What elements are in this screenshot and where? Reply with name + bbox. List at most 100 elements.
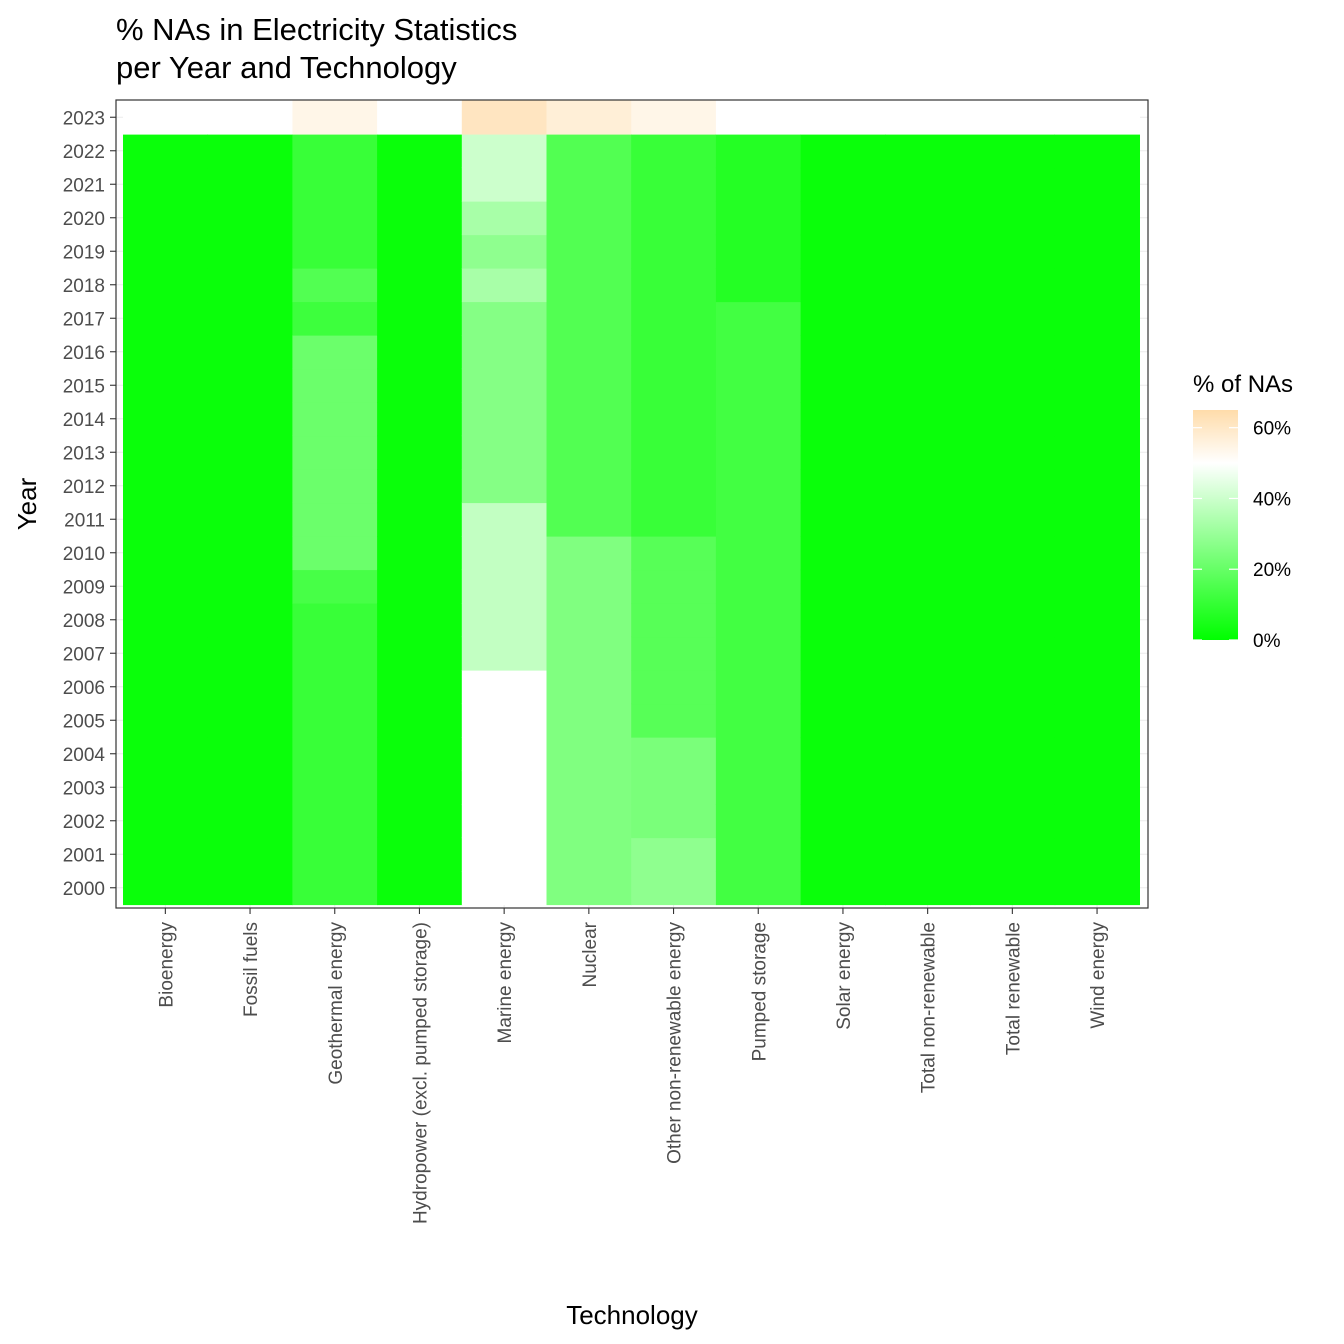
heatmap-cell bbox=[207, 100, 293, 135]
heatmap-cell bbox=[970, 536, 1056, 571]
heatmap-cell bbox=[292, 737, 378, 772]
heatmap-cell bbox=[631, 234, 717, 269]
heatmap-cell bbox=[123, 703, 209, 738]
heatmap-cell bbox=[715, 100, 802, 135]
heatmap-cell bbox=[377, 636, 463, 671]
heatmap-cell bbox=[292, 167, 378, 202]
heatmap-cell bbox=[461, 603, 548, 638]
heatmap-cell bbox=[207, 134, 293, 169]
heatmap-cell bbox=[123, 837, 209, 872]
heatmap-cell bbox=[207, 770, 293, 805]
heatmap-cell bbox=[715, 837, 802, 872]
heatmap-cell bbox=[207, 301, 293, 336]
heatmap-cell bbox=[970, 234, 1056, 269]
heatmap-cell bbox=[377, 234, 463, 269]
heatmap-cell bbox=[123, 871, 209, 906]
y-tick-label: 2020 bbox=[63, 209, 105, 230]
heatmap-cell bbox=[1054, 368, 1140, 403]
legend-tick-label: 20% bbox=[1253, 560, 1291, 581]
legend-colorbar bbox=[1193, 410, 1238, 640]
heatmap-cell bbox=[885, 670, 971, 705]
heatmap-cell bbox=[207, 670, 293, 705]
heatmap-cell bbox=[292, 536, 378, 571]
heatmap-cell bbox=[631, 368, 717, 403]
heatmap-cell bbox=[207, 469, 293, 504]
heatmap-cell bbox=[1054, 402, 1140, 437]
heatmap-cell bbox=[800, 804, 886, 839]
heatmap-cell bbox=[1054, 871, 1140, 906]
heatmap-cell bbox=[123, 301, 209, 336]
heatmap-cell bbox=[885, 234, 971, 269]
heatmap-cell bbox=[123, 536, 209, 571]
heatmap-cell bbox=[885, 435, 971, 470]
heatmap-cell bbox=[207, 368, 293, 403]
heatmap-cell bbox=[207, 435, 293, 470]
heatmap-cell bbox=[970, 469, 1056, 504]
heatmap-cell bbox=[970, 201, 1056, 236]
heatmap-cell bbox=[970, 268, 1056, 303]
heatmap-cell bbox=[800, 368, 886, 403]
heatmap-cell bbox=[631, 201, 717, 236]
heatmap-cell bbox=[292, 134, 378, 169]
heatmap-cell bbox=[461, 536, 548, 571]
heatmap-cell bbox=[377, 569, 463, 604]
heatmap-cell bbox=[800, 167, 886, 202]
heatmap-cell bbox=[377, 435, 463, 470]
heatmap-cell bbox=[631, 871, 717, 906]
heatmap-cell bbox=[715, 335, 802, 370]
heatmap-cell bbox=[123, 368, 209, 403]
heatmap-cell bbox=[1054, 670, 1140, 705]
heatmap-cell bbox=[292, 268, 378, 303]
heatmap-cell bbox=[631, 737, 717, 772]
heatmap-cell bbox=[800, 301, 886, 336]
heatmap-cell bbox=[885, 100, 971, 135]
heatmap-cell bbox=[377, 871, 463, 906]
heatmap-cell bbox=[715, 435, 802, 470]
y-tick-label: 2023 bbox=[63, 108, 105, 129]
heatmap-cell bbox=[715, 703, 802, 738]
heatmap-cell bbox=[461, 134, 548, 169]
heatmap-cell bbox=[546, 603, 632, 638]
heatmap-cell bbox=[207, 201, 293, 236]
x-tick-label: Marine energy bbox=[495, 922, 516, 1044]
heatmap-cell bbox=[377, 770, 463, 805]
heatmap-cell bbox=[292, 402, 378, 437]
heatmap-cell bbox=[461, 837, 548, 872]
heatmap-cell bbox=[800, 871, 886, 906]
heatmap-cell bbox=[377, 335, 463, 370]
heatmap-cell bbox=[546, 804, 632, 839]
heatmap-cell bbox=[970, 100, 1056, 135]
heatmap-cell bbox=[207, 837, 293, 872]
chart-title: % NAs in Electricity Statistics bbox=[116, 12, 517, 47]
heatmap-cell bbox=[1054, 100, 1140, 135]
heatmap-cell bbox=[1054, 770, 1140, 805]
heatmap-cell bbox=[546, 670, 632, 705]
heatmap-cell bbox=[885, 536, 971, 571]
heatmap-cell bbox=[546, 435, 632, 470]
heatmap-cell bbox=[631, 502, 717, 537]
heatmap-cell bbox=[123, 603, 209, 638]
heatmap-cell bbox=[207, 804, 293, 839]
heatmap-cell bbox=[377, 301, 463, 336]
heatmap-cell bbox=[377, 670, 463, 705]
heatmap-cell bbox=[461, 368, 548, 403]
heatmap-cell bbox=[207, 737, 293, 772]
y-tick-label: 2012 bbox=[63, 477, 105, 498]
y-tick-label: 2002 bbox=[63, 812, 105, 833]
y-tick-label: 2000 bbox=[63, 879, 105, 900]
heatmap-cell bbox=[377, 134, 463, 169]
heatmap-cell bbox=[885, 502, 971, 537]
heatmap-cell bbox=[631, 134, 717, 169]
heatmap-cell bbox=[461, 335, 548, 370]
heatmap-cell bbox=[377, 268, 463, 303]
heatmap-cell bbox=[461, 703, 548, 738]
x-tick-label: Geothermal energy bbox=[326, 922, 347, 1085]
heatmap-cell bbox=[800, 201, 886, 236]
heatmap-cell bbox=[123, 770, 209, 805]
x-tick-label: Fossil fuels bbox=[241, 922, 262, 1017]
chart-subtitle: per Year and Technology bbox=[116, 50, 457, 85]
plot-border bbox=[115, 99, 1149, 909]
heatmap-cell bbox=[1054, 703, 1140, 738]
heatmap-cell bbox=[800, 100, 886, 135]
heatmap-cell bbox=[800, 435, 886, 470]
